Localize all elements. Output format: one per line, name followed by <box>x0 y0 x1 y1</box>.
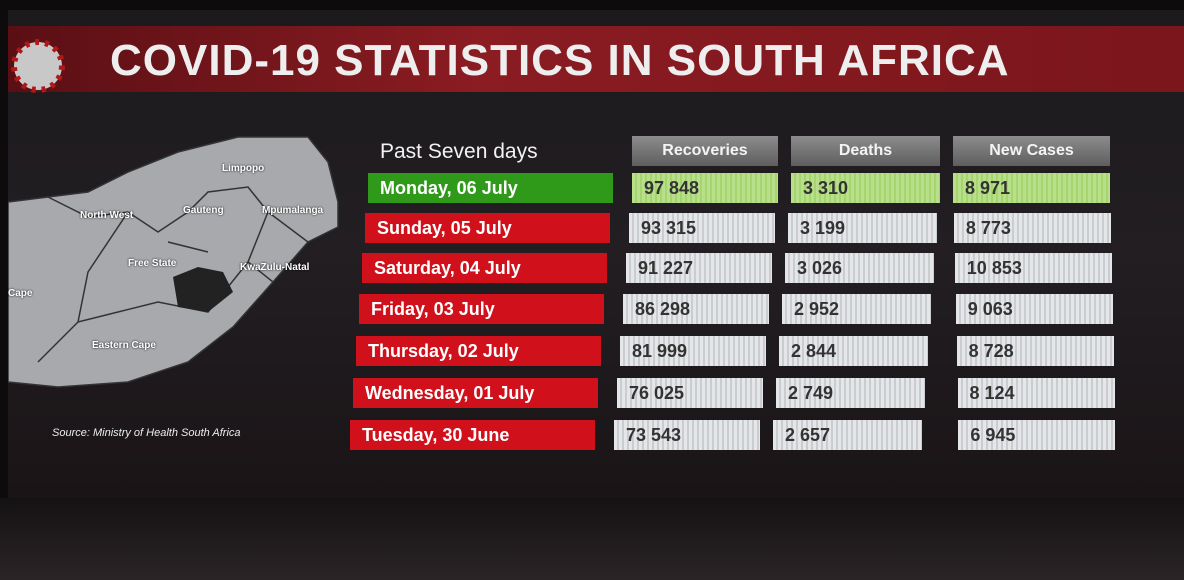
day-label: Friday, 03 July <box>359 294 604 324</box>
map-label: KwaZulu-Natal <box>240 262 309 273</box>
table-cell: 2 844 <box>779 336 928 366</box>
map-label: Mpumalanga <box>262 205 323 216</box>
tv-bezel <box>0 498 1184 580</box>
table-cell: 9 063 <box>956 294 1113 324</box>
day-label: Tuesday, 30 June <box>350 420 595 450</box>
table-cell: 91 227 <box>626 253 772 283</box>
table-cell: 86 298 <box>623 294 769 324</box>
day-label: Wednesday, 01 July <box>353 378 598 408</box>
table-cell: 93 315 <box>629 213 775 243</box>
map-label: Limpopo <box>222 163 264 174</box>
table-cell: 8 728 <box>957 336 1114 366</box>
map-label: Cape <box>8 288 32 299</box>
table-cell: 6 945 <box>958 420 1115 450</box>
virus-icon <box>8 26 78 106</box>
page: COVID-19 STATISTICS IN SOUTH AFRICA Limp… <box>0 0 1184 580</box>
table-cell: 97 848 <box>632 173 778 203</box>
column-header: New Cases <box>953 136 1110 166</box>
table-cell: 3 026 <box>785 253 934 283</box>
day-label: Sunday, 05 July <box>365 213 610 243</box>
table-cell: 2 749 <box>776 378 925 408</box>
column-header: Recoveries <box>632 136 778 166</box>
day-label: Thursday, 02 July <box>356 336 601 366</box>
map-label: Eastern Cape <box>92 340 156 351</box>
table-cell: 8 773 <box>954 213 1111 243</box>
table-cell: 8 124 <box>958 378 1115 408</box>
table-cell: 76 025 <box>617 378 763 408</box>
table-cell: 10 853 <box>955 253 1112 283</box>
day-label: Saturday, 04 July <box>362 253 607 283</box>
table-cell: 73 543 <box>614 420 760 450</box>
title: COVID-19 STATISTICS IN SOUTH AFRICA <box>110 36 1010 86</box>
map-label: Gauteng <box>183 205 224 216</box>
table-cell: 2 657 <box>773 420 922 450</box>
table-cell: 81 999 <box>620 336 766 366</box>
column-header: Deaths <box>791 136 940 166</box>
table-cell: 3 310 <box>791 173 940 203</box>
table-cell: 2 952 <box>782 294 931 324</box>
day-label: Monday, 06 July <box>368 173 613 203</box>
map-label: North West <box>80 210 133 221</box>
table-cell: 8 971 <box>953 173 1110 203</box>
map-label: Free State <box>128 258 176 269</box>
table-cell: 3 199 <box>788 213 937 243</box>
table-caption: Past Seven days <box>380 140 538 164</box>
source-note: Source: Ministry of Health South Africa <box>52 427 241 439</box>
